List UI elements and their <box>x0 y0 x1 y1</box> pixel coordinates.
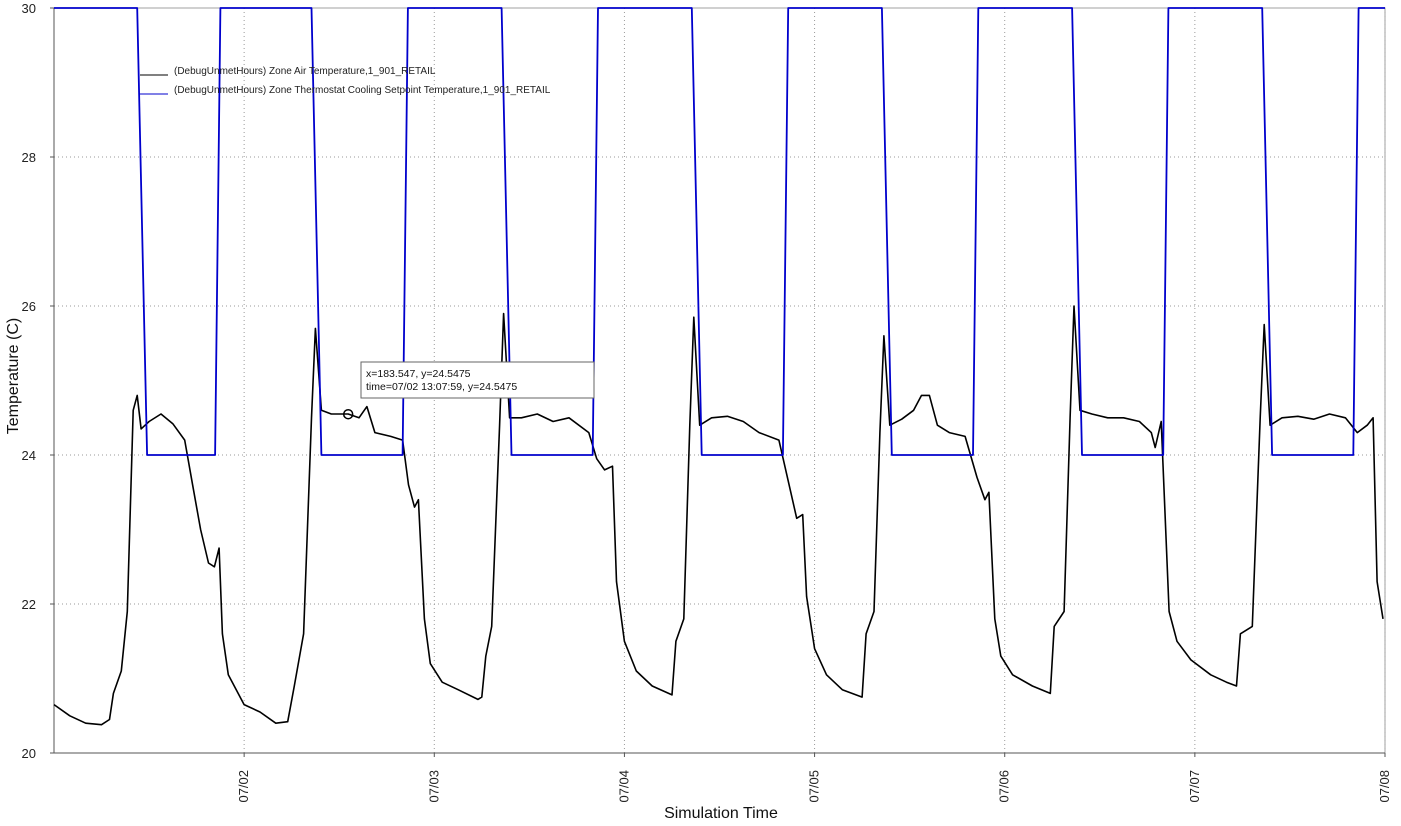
y-ticks: 20 22 24 26 28 30 <box>22 1 54 761</box>
tooltip-line-2: time=07/02 13:07:59, y=24.5475 <box>366 381 517 393</box>
x-tick-label: 07/07 <box>1187 770 1202 803</box>
series-cooling-setpoint <box>54 7 1385 456</box>
y-tick-label: 22 <box>22 597 36 612</box>
y-tick-label: 30 <box>22 1 36 16</box>
y-tick-label: 24 <box>22 448 36 463</box>
y-tick-label: 20 <box>22 746 36 761</box>
tooltip-line-1: x=183.547, y=24.5475 <box>366 368 471 380</box>
x-axis-title: Simulation Time <box>664 805 778 822</box>
series-lines <box>53 7 1385 726</box>
y-tick-label: 28 <box>22 150 36 165</box>
x-tick-label: 07/08 <box>1377 770 1392 803</box>
y-tick-label: 26 <box>22 299 36 314</box>
x-ticks: 07/02 07/03 07/04 07/05 07/06 07/07 07/08 <box>236 753 1392 803</box>
x-tick-label: 07/04 <box>616 770 631 803</box>
legend: (DebugUnmetHours) Zone Air Temperature,1… <box>140 66 551 96</box>
x-tick-label: 07/06 <box>997 770 1012 803</box>
x-tick-label: 07/05 <box>807 770 822 803</box>
legend-label-zone-air: (DebugUnmetHours) Zone Air Temperature,1… <box>174 66 436 77</box>
x-tick-label: 07/02 <box>236 770 251 803</box>
legend-label-cooling-setpoint: (DebugUnmetHours) Zone Thermostat Coolin… <box>174 85 551 96</box>
hover-tooltip: x=183.547, y=24.5475 time=07/02 13:07:59… <box>342 361 595 420</box>
grid <box>54 8 1386 753</box>
x-tick-label: 07/03 <box>426 770 441 803</box>
plot-area <box>53 7 1386 754</box>
series-zone-air-temperature <box>53 305 1384 726</box>
hover-marker <box>342 408 354 420</box>
tooltip-box <box>360 361 595 399</box>
y-axis-title: Temperature (C) <box>5 318 22 434</box>
